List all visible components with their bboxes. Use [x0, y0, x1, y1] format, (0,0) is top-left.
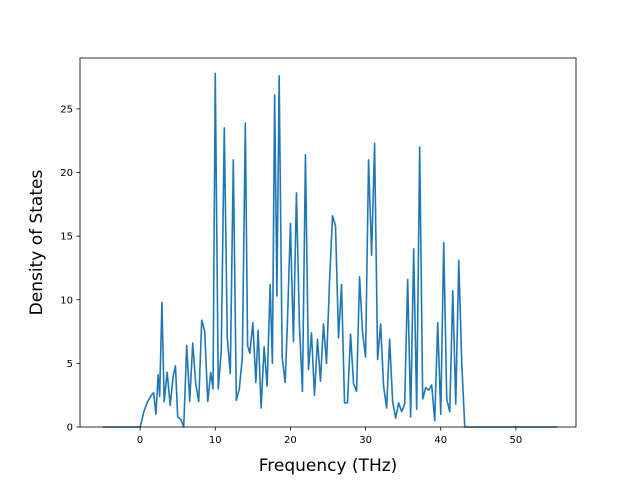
- y-tick-label: 5: [67, 359, 73, 370]
- y-tick-label: 15: [60, 232, 73, 243]
- y-tick-label: 0: [67, 423, 73, 434]
- x-axis-label: Frequency (THz): [259, 456, 398, 476]
- axes-frame: [79, 57, 577, 428]
- x-axis-ticks: 0 10 20 30 40 50: [137, 427, 522, 446]
- x-tick-label: 0: [137, 435, 143, 446]
- y-axis-ticks: 0 5 10 15 20 25: [60, 104, 80, 434]
- x-tick-label: 10: [209, 435, 222, 446]
- y-tick-label: 25: [60, 104, 73, 115]
- x-tick-label: 40: [434, 435, 447, 446]
- x-tick-label: 20: [284, 435, 297, 446]
- y-axis-label: Density of States: [27, 170, 47, 316]
- series-line-dos: [102, 72, 558, 428]
- x-tick-label: 30: [359, 435, 372, 446]
- y-tick-label: 20: [60, 168, 73, 179]
- x-tick-label: 50: [510, 435, 523, 446]
- y-tick-label: 10: [60, 295, 73, 306]
